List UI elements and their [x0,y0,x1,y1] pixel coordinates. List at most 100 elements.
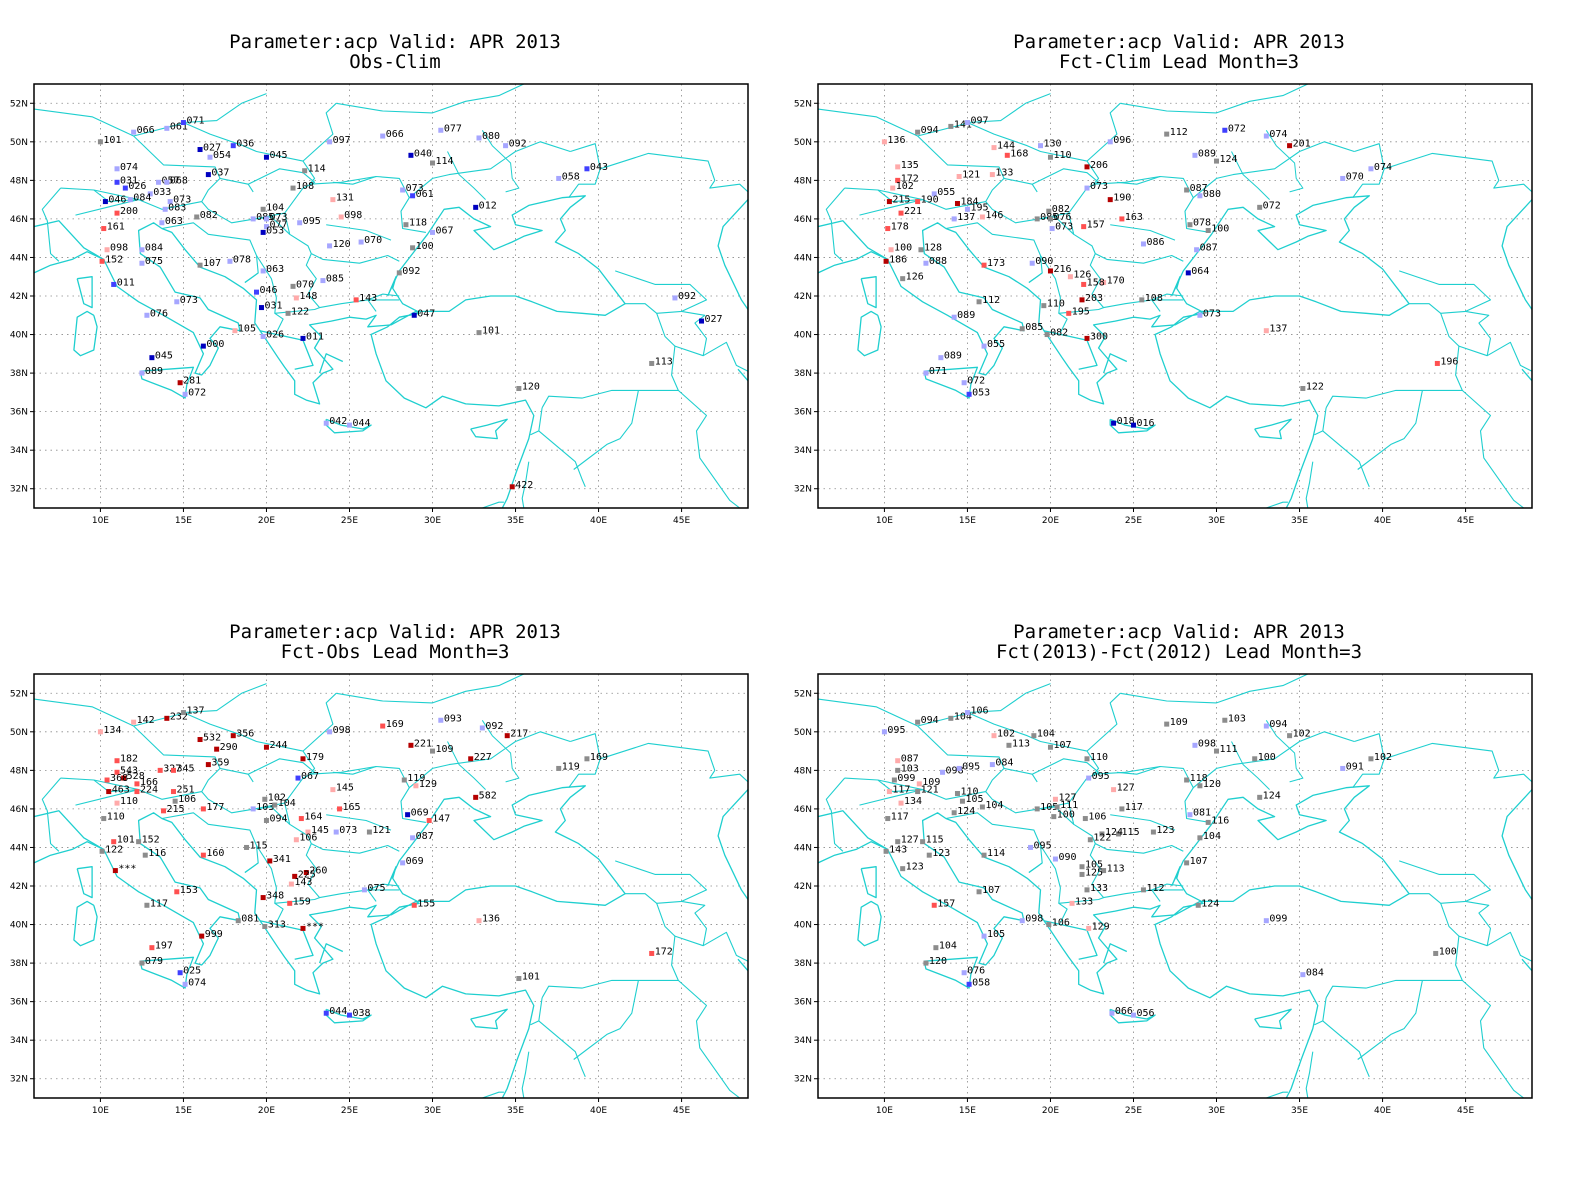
lon-label: 15E [959,516,976,526]
lon-label: 40E [590,516,607,526]
station-marker [959,798,965,804]
station-marker [361,887,367,893]
station-value: 053 [972,387,990,398]
lat-label: 40N [794,331,812,341]
station-marker [101,816,107,822]
station-value: 179 [306,752,324,763]
lat-label: 38N [794,959,812,969]
station-marker [104,247,110,253]
station-marker [287,900,293,906]
station-marker [177,970,183,976]
station-value: 011 [306,331,324,342]
country-border [1399,860,1492,904]
station-marker [1116,831,1122,837]
station-value: 532 [203,733,221,744]
lat-label: 52N [10,689,28,699]
station-marker [106,789,112,795]
map-background [34,674,748,1098]
station-marker [97,139,103,145]
station-value: 074 [1269,129,1287,140]
coastline [34,810,535,1098]
station-marker [250,216,256,222]
lat-label: 52N [794,99,812,109]
station-value: 085 [326,274,344,285]
station-marker [288,881,294,887]
station-value: 077 [269,220,287,231]
station-marker [916,781,922,787]
lat-label: 42N [794,882,812,892]
station-value: 137 [957,212,975,223]
station-marker [258,305,264,311]
country-border [541,313,679,409]
station-marker [250,806,256,812]
station-marker [104,777,110,783]
station-marker [1046,922,1052,928]
lon-label: 20E [258,1106,275,1116]
station-marker [895,758,901,764]
country-border [573,980,639,1060]
station-marker [1099,831,1105,837]
station-value: 143 [359,293,377,304]
station-marker [516,976,522,982]
station-marker [1111,420,1117,426]
country-border [1266,1091,1288,1098]
station-marker [263,216,269,222]
station-value: 170 [1107,276,1125,287]
station-marker [170,789,176,795]
station-value: 063 [165,216,183,227]
station-value: 120 [522,382,540,393]
coastline [1254,418,1292,440]
station-marker [964,710,970,716]
station-marker [139,260,145,266]
station-marker [938,355,944,361]
coastline [1102,353,1128,374]
station-marker [254,289,260,295]
station-marker [114,800,120,806]
station-value: 134 [103,725,121,736]
station-marker [112,868,118,874]
station-marker [1079,297,1085,303]
station-marker [926,852,932,858]
station-value: 141 [954,119,972,130]
station-value: 172 [901,173,919,184]
station-marker [1340,765,1346,771]
station-marker [649,360,655,366]
station-marker [1368,756,1374,762]
station-marker [1109,1010,1115,1016]
station-value: 118 [409,218,427,229]
station-value: 232 [170,711,188,722]
coastline-layer [34,84,748,508]
country-border [1151,299,1161,312]
station-value: 111 [1220,744,1238,755]
country-border [859,779,924,806]
lat-label: 34N [794,1036,812,1046]
station-marker [161,808,167,814]
station-marker [426,817,432,823]
station-marker [1222,127,1228,133]
station-value: 127 [1117,783,1135,794]
coastline [818,841,888,864]
station-marker [1084,185,1090,191]
station-value: 055 [987,339,1005,350]
station-marker [1038,143,1044,149]
country-border [674,341,748,372]
station-marker [111,281,117,287]
station-marker [699,318,705,324]
station-value: 058 [562,171,580,182]
station-marker [1034,806,1040,812]
station-value: 046 [260,285,278,296]
station-value: 110 [120,796,138,807]
river [1110,814,1176,831]
river [1265,720,1304,783]
station-marker [954,790,960,796]
country-border [41,187,62,262]
station-value: 077 [444,123,462,134]
station-value: 224 [140,785,158,796]
station-value: 095 [303,216,321,227]
lat-label: 32N [794,485,812,495]
station-marker [408,152,414,158]
station-value: 092 [678,291,696,302]
country-border [1325,313,1463,409]
station-value: 281 [183,376,201,387]
station-value: 144 [997,141,1015,152]
